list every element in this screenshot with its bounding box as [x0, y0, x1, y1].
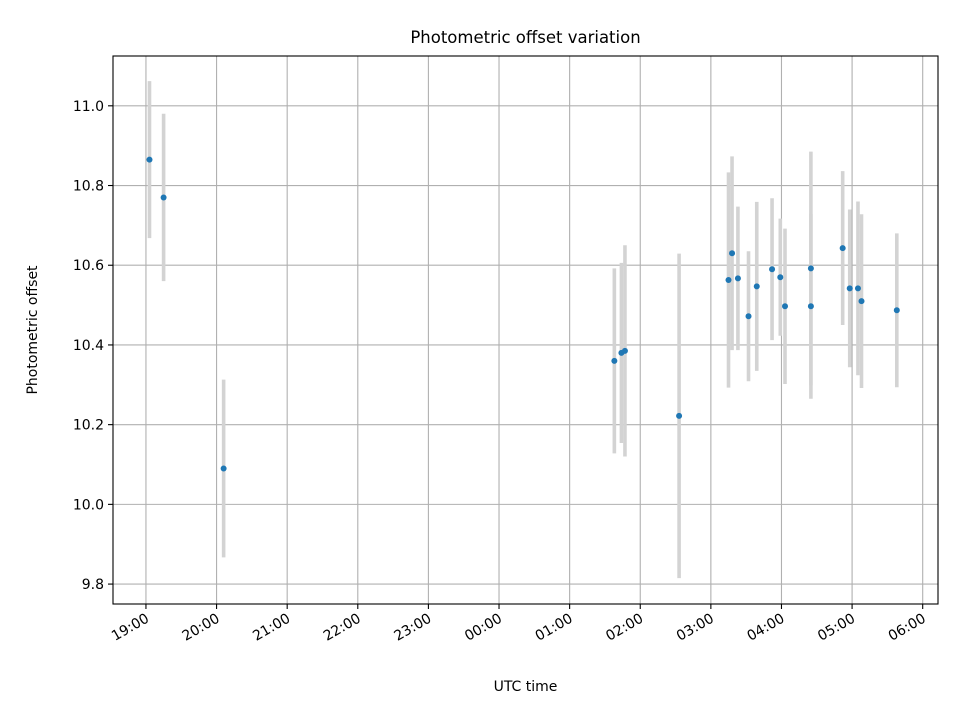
- data-point: [621, 347, 628, 354]
- data-point: [893, 307, 900, 314]
- data-point: [753, 283, 760, 290]
- data-point: [745, 313, 752, 320]
- data-point: [734, 275, 741, 282]
- data-point: [676, 412, 683, 419]
- y-tick-label: 9.8: [82, 577, 104, 593]
- data-point: [611, 357, 618, 364]
- data-point: [146, 156, 153, 163]
- data-point: [807, 303, 814, 310]
- y-axis-label: Photometric offset: [25, 265, 41, 395]
- data-point: [729, 250, 736, 257]
- data-point: [725, 276, 732, 283]
- y-tick-label: 11.0: [73, 99, 104, 115]
- y-tick-label: 10.2: [73, 418, 104, 434]
- data-point: [769, 266, 776, 273]
- data-point: [858, 298, 865, 305]
- data-point: [854, 285, 861, 292]
- y-axis-ticks: 9.8 10.0 10.2 10.4 10.6 10.8 11.0: [73, 99, 113, 593]
- chart-title: Photometric offset variation: [410, 28, 640, 47]
- y-tick-label: 10.6: [73, 258, 104, 274]
- x-axis-label: UTC time: [494, 679, 558, 695]
- y-tick-label: 10.8: [73, 179, 104, 195]
- data-point: [839, 245, 846, 252]
- data-point: [807, 265, 814, 272]
- data-point: [782, 303, 789, 310]
- data-points: [146, 156, 900, 472]
- data-point: [160, 194, 167, 201]
- y-tick-label: 10.4: [73, 338, 104, 354]
- plot-frame: [112, 55, 939, 605]
- y-tick-label: 10.0: [73, 497, 104, 513]
- data-point: [846, 285, 853, 292]
- data-point: [220, 465, 227, 472]
- data-point: [777, 274, 784, 281]
